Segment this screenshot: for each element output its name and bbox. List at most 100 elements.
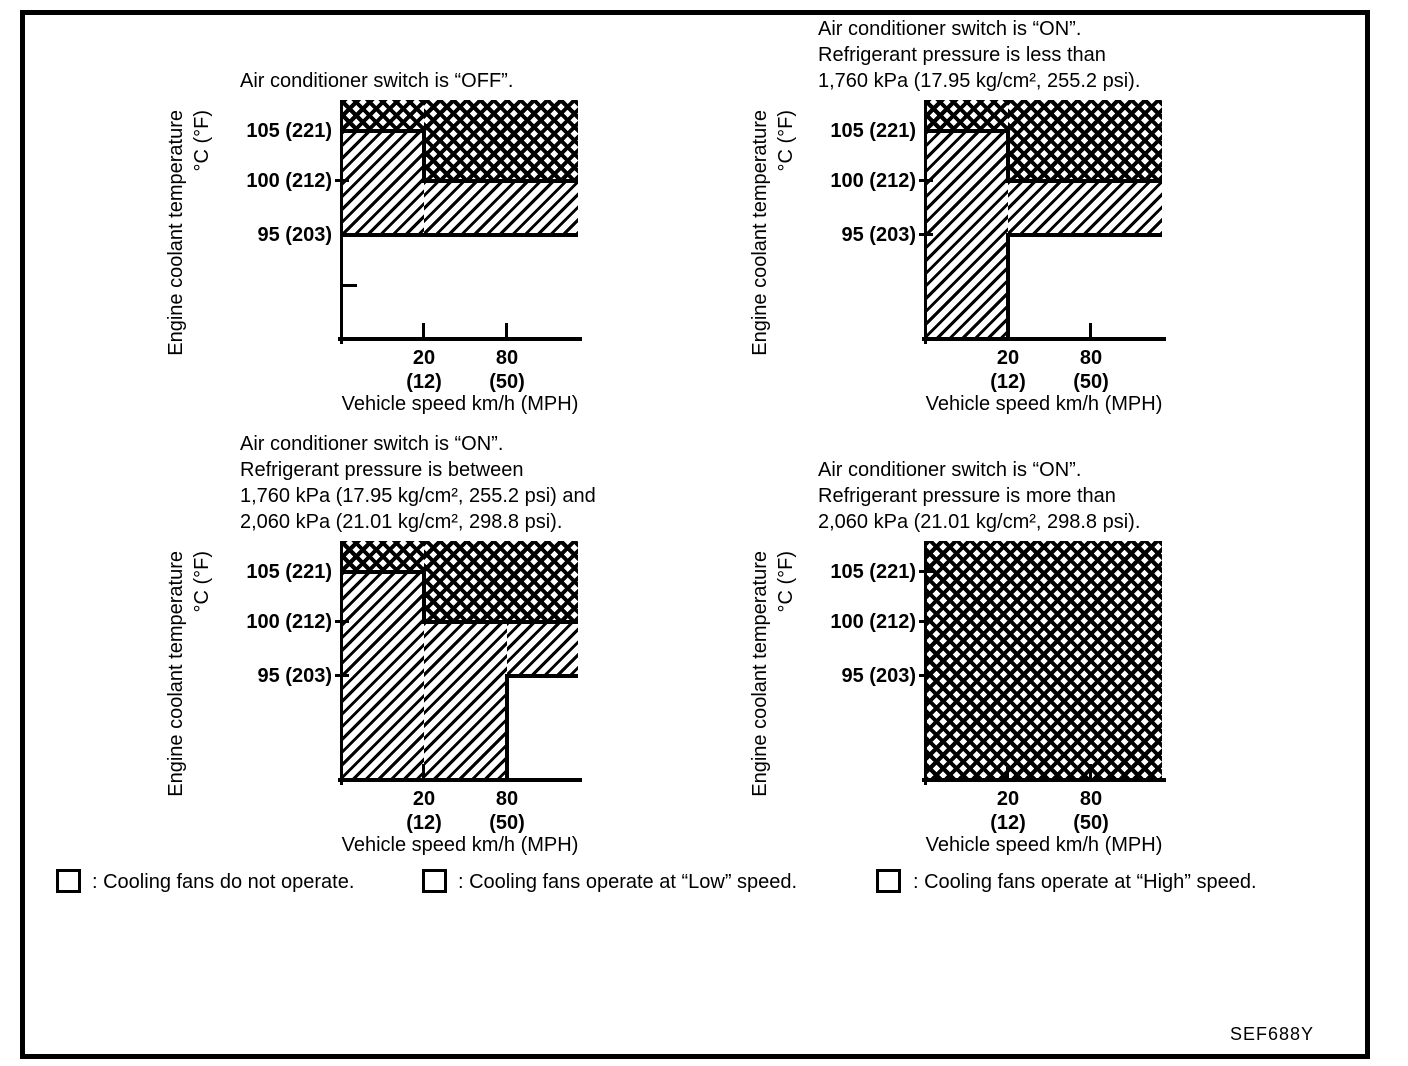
x-tick-label-80: 80 bbox=[1079, 788, 1103, 810]
chart-title: Air conditioner switch is “ON”. Refriger… bbox=[818, 16, 1140, 94]
legend-label-fans-off: : Cooling fans do not operate. bbox=[92, 871, 355, 893]
y-tick bbox=[335, 674, 349, 677]
boundary-95 bbox=[507, 674, 578, 678]
chart-title: Air conditioner switch is “ON”. Refriger… bbox=[240, 431, 596, 535]
fan-high-region bbox=[342, 100, 424, 131]
fan-low-region bbox=[507, 622, 578, 676]
chart-title-line: 2,060 kPa (21.01 kg/cm², 298.8 psi). bbox=[240, 511, 563, 533]
y-axis-line bbox=[340, 541, 343, 785]
x-tick-20 bbox=[422, 764, 425, 778]
y-tick-label-100: 100 (212) bbox=[830, 170, 916, 192]
boundary-step-20kmh bbox=[1006, 129, 1010, 183]
chart-title: Air conditioner switch is “ON”. Refriger… bbox=[818, 457, 1140, 535]
boundary-105 bbox=[342, 129, 426, 133]
y-axis-line bbox=[924, 541, 927, 785]
boundary-100 bbox=[1008, 179, 1162, 183]
chart-title-line: Air conditioner switch is “OFF”. bbox=[240, 70, 514, 92]
chart-title-line: Refrigerant pressure is less than bbox=[818, 44, 1106, 66]
y-tick bbox=[919, 674, 933, 677]
y-axis-label-line2: °C (°F) bbox=[775, 110, 797, 172]
chart-title-line: 1,760 kPa (17.95 kg/cm², 255.2 psi). bbox=[818, 70, 1141, 92]
y-tick-label-95: 95 (203) bbox=[257, 224, 333, 246]
fan-low-region bbox=[342, 572, 424, 781]
y-axis-label: Engine coolant temperature °C (°F) bbox=[747, 551, 799, 831]
x-axis-line bbox=[338, 337, 582, 341]
x-axis-label: Vehicle speed km/h (MPH) bbox=[925, 393, 1163, 415]
y-tick-label-105: 105 (221) bbox=[830, 561, 916, 583]
y-tick-label-95: 95 (203) bbox=[257, 665, 333, 687]
x-axis-line bbox=[922, 778, 1166, 782]
y-tick bbox=[919, 233, 933, 236]
chart-ac-on-mid-pressure: Air conditioner switch is “ON”. Refriger… bbox=[165, 433, 596, 856]
fan-high-region bbox=[926, 541, 1162, 781]
y-tick bbox=[335, 179, 349, 182]
boundary-step-20kmh bbox=[422, 570, 426, 624]
x-tick-label-50mph: (50) bbox=[489, 812, 525, 834]
x-tick-80 bbox=[1089, 764, 1092, 778]
chart-title-line: Air conditioner switch is “ON”. bbox=[818, 18, 1082, 40]
x-tick-80 bbox=[505, 323, 508, 337]
y-tick-label-95: 95 (203) bbox=[841, 224, 917, 246]
y-tick bbox=[919, 570, 933, 573]
y-axis-label-line1: Engine coolant temperature bbox=[749, 551, 771, 797]
x-tick-label-12mph: (12) bbox=[990, 371, 1026, 393]
x-tick-label-80: 80 bbox=[495, 347, 519, 369]
chart-title-line: 2,060 kPa (21.01 kg/cm², 298.8 psi). bbox=[818, 511, 1141, 533]
chart-title-line: Refrigerant pressure is more than bbox=[818, 485, 1116, 507]
chart-ac-on-low-pressure: Air conditioner switch is “ON”. Refriger… bbox=[749, 18, 1166, 415]
legend-label-fans-low: : Cooling fans operate at “Low” speed. bbox=[458, 871, 798, 893]
chart-ac-off: Air conditioner switch is “OFF”. 105 (22… bbox=[165, 70, 582, 415]
fan-low-region bbox=[342, 131, 424, 235]
x-tick-20 bbox=[1006, 764, 1009, 778]
boundary-105 bbox=[342, 570, 426, 574]
y-axis-label: Engine coolant temperature °C (°F) bbox=[163, 110, 215, 390]
legend-swatch-fans-off bbox=[56, 869, 81, 893]
x-axis-line bbox=[922, 337, 1166, 341]
boundary-step-80kmh bbox=[505, 674, 509, 781]
fan-high-region bbox=[926, 100, 1008, 131]
y-tick-label-105: 105 (221) bbox=[830, 120, 916, 142]
y-tick bbox=[919, 620, 933, 623]
x-axis-label: Vehicle speed km/h (MPH) bbox=[341, 834, 579, 856]
y-tick-unlabeled bbox=[343, 284, 357, 287]
y-axis-label-line2: °C (°F) bbox=[191, 551, 213, 613]
y-tick-label-95: 95 (203) bbox=[841, 665, 917, 687]
fan-low-region bbox=[424, 622, 507, 781]
x-tick-label-12mph: (12) bbox=[406, 371, 442, 393]
x-tick-label-80: 80 bbox=[495, 788, 519, 810]
x-tick-label-50mph: (50) bbox=[489, 371, 525, 393]
chart-title-line: Air conditioner switch is “ON”. bbox=[818, 459, 1082, 481]
fan-high-region bbox=[1008, 100, 1162, 181]
y-axis-label-line2: °C (°F) bbox=[191, 110, 213, 172]
fan-low-region bbox=[424, 181, 578, 235]
boundary-100 bbox=[424, 620, 578, 624]
fan-high-region bbox=[424, 541, 578, 622]
x-tick-label-80: 80 bbox=[1079, 347, 1103, 369]
y-axis-label: Engine coolant temperature °C (°F) bbox=[747, 110, 799, 390]
chart-title-line: Refrigerant pressure is between bbox=[240, 459, 524, 481]
x-tick-label-12mph: (12) bbox=[406, 812, 442, 834]
x-tick-20 bbox=[422, 323, 425, 337]
fan-high-region bbox=[342, 541, 424, 572]
x-tick-label-20: 20 bbox=[996, 788, 1020, 810]
chart-title-line: Air conditioner switch is “ON”. bbox=[240, 433, 504, 455]
x-tick-label-20: 20 bbox=[996, 347, 1020, 369]
boundary-100 bbox=[424, 179, 578, 183]
boundary-95 bbox=[342, 233, 578, 237]
x-axis-label: Vehicle speed km/h (MPH) bbox=[925, 834, 1163, 856]
figure-code: SEF688Y bbox=[1230, 1024, 1315, 1044]
fan-low-region bbox=[926, 131, 1008, 340]
y-tick bbox=[335, 620, 349, 623]
y-tick-label-105: 105 (221) bbox=[246, 561, 332, 583]
x-tick-80 bbox=[1089, 323, 1092, 337]
x-axis-label: Vehicle speed km/h (MPH) bbox=[341, 393, 579, 415]
legend-swatch-fans-high bbox=[876, 869, 901, 893]
y-axis-line bbox=[340, 100, 343, 344]
y-axis-line bbox=[924, 100, 927, 344]
chart-title-line: 1,760 kPa (17.95 kg/cm², 255.2 psi) and bbox=[240, 485, 596, 507]
x-tick-label-50mph: (50) bbox=[1073, 371, 1109, 393]
x-tick-label-12mph: (12) bbox=[990, 812, 1026, 834]
chart-title: Air conditioner switch is “OFF”. bbox=[240, 68, 513, 94]
chart-ac-on-high-pressure: Air conditioner switch is “ON”. Refriger… bbox=[749, 459, 1166, 856]
